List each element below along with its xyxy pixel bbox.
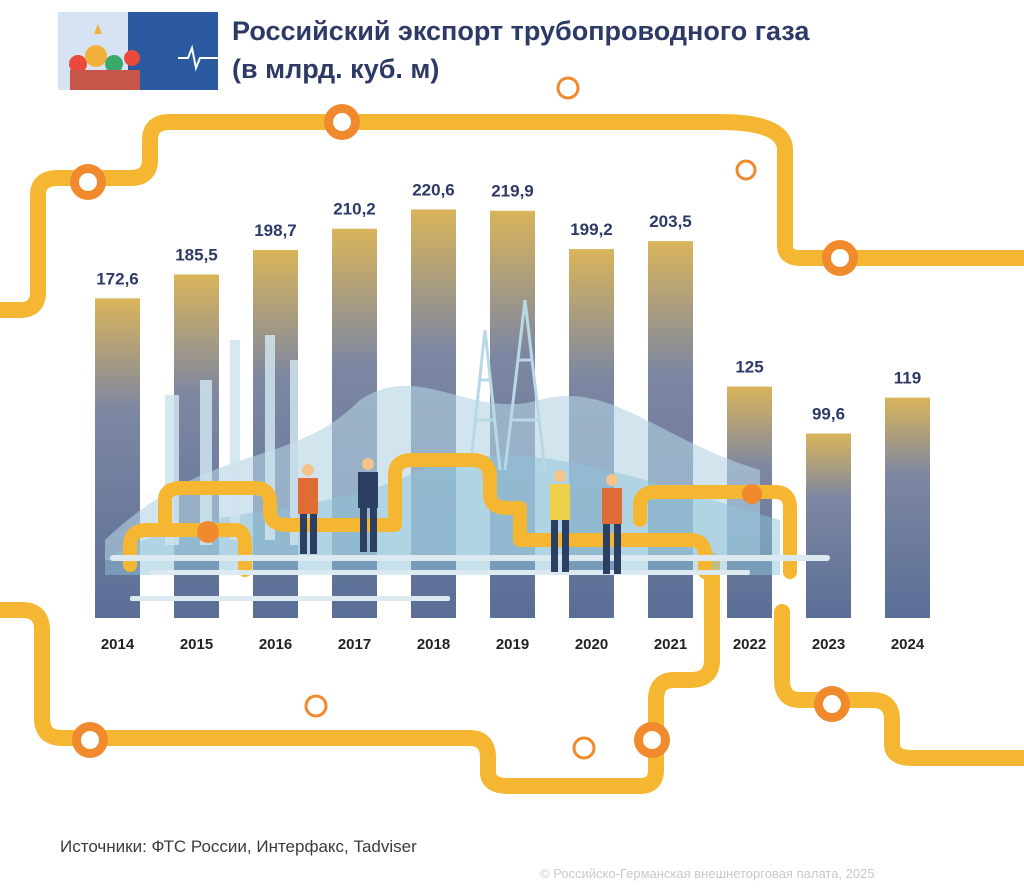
source-note: Источники: ФТС России, Интерфакс, Tadvis… [60, 837, 417, 856]
title-line-1: Российский экспорт трубопроводного газа [232, 16, 810, 46]
x-tick-2019: 2019 [496, 636, 529, 653]
bar-2024 [885, 397, 930, 618]
x-tick-2014: 2014 [101, 636, 135, 653]
x-tick-2016: 2016 [259, 636, 292, 653]
x-tick-2024: 2024 [891, 636, 925, 653]
value-label-2024: 119 [894, 369, 921, 388]
worker-figures [298, 458, 622, 574]
value-label-2022: 125 [735, 358, 763, 377]
x-tick-2022: 2022 [733, 636, 766, 653]
x-tick-2015: 2015 [180, 636, 213, 653]
value-label-2018: 220,6 [412, 180, 455, 199]
value-label-2015: 185,5 [175, 245, 218, 264]
page-title: Российский экспорт трубопроводного газа … [232, 12, 852, 88]
value-label-2020: 199,2 [570, 220, 613, 239]
value-label-2021: 203,5 [649, 212, 692, 231]
pipe-valve-cores [79, 113, 849, 749]
value-label-2016: 198,7 [254, 221, 297, 240]
x-tick-2021: 2021 [654, 636, 687, 653]
value-label-2019: 219,9 [491, 182, 534, 201]
pressure-gauges [304, 76, 757, 760]
x-tick-2017: 2017 [338, 636, 371, 653]
x-tick-2023: 2023 [812, 636, 845, 653]
value-label-2014: 172,6 [96, 269, 139, 288]
title-line-2: (в млрд. куб. м) [232, 54, 440, 84]
bar-2023 [806, 433, 851, 618]
copyright-note: © Российско-Германская внешнеторговая па… [540, 866, 875, 881]
x-tick-2018: 2018 [417, 636, 450, 653]
x-tick-2020: 2020 [575, 636, 608, 653]
background-pipeline [0, 114, 1024, 794]
industrial-illustration [105, 299, 830, 601]
value-label-2023: 99,6 [812, 405, 845, 424]
value-label-2017: 210,2 [333, 200, 376, 219]
kremlin-cathedral-icon [58, 12, 218, 90]
